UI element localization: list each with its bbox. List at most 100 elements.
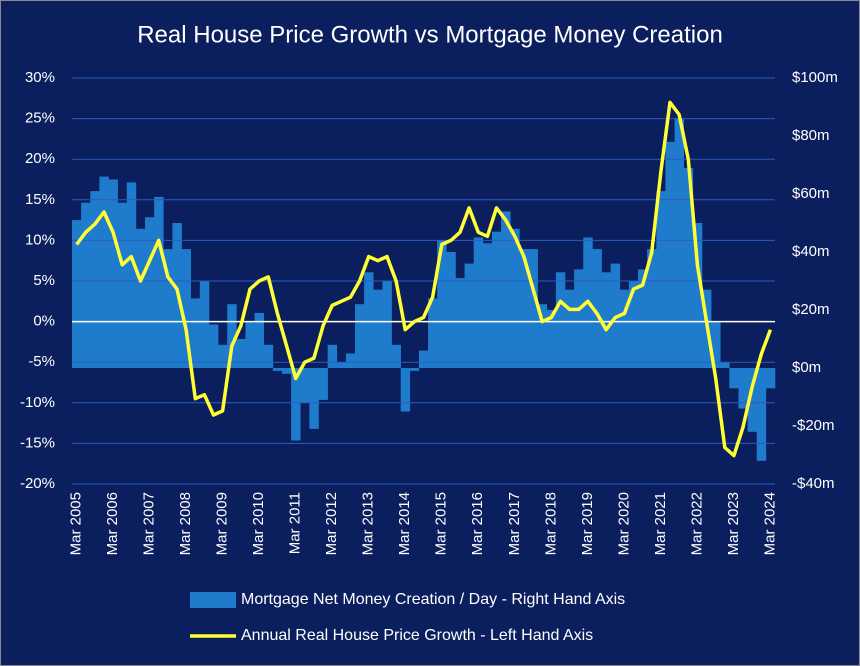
bar — [154, 196, 164, 368]
bar — [400, 368, 411, 412]
bar — [135, 228, 146, 368]
x-tick-label: Mar 2017 — [506, 492, 523, 555]
bar — [574, 269, 584, 368]
y2-tick-label: $20m — [792, 301, 830, 318]
bar — [537, 304, 548, 368]
bar — [382, 281, 392, 368]
y2-tick-label: $40m — [792, 243, 830, 260]
bar — [510, 228, 520, 368]
bar — [345, 353, 356, 368]
bar — [291, 368, 301, 441]
bar — [336, 362, 347, 368]
bar — [254, 312, 265, 368]
y-tick-label: 20% — [25, 150, 55, 167]
bar — [601, 272, 611, 368]
y2-tick-label: -$20m — [792, 417, 835, 434]
bar — [199, 281, 210, 368]
bar — [145, 217, 155, 368]
bar — [208, 324, 219, 368]
y-tick-label: 15% — [25, 191, 55, 208]
x-tick-label: Mar 2008 — [177, 492, 194, 555]
legend-swatch — [190, 592, 236, 608]
y2-tick-label: -$40m — [792, 475, 835, 492]
bar — [738, 368, 748, 409]
bar — [163, 249, 173, 368]
bar — [720, 362, 730, 368]
x-tick-label: Mar 2006 — [104, 492, 121, 555]
x-tick-label: Mar 2023 — [725, 492, 742, 555]
bar — [683, 167, 694, 368]
bar — [765, 368, 776, 389]
bar — [674, 118, 685, 368]
x-tick-label: Mar 2024 — [761, 492, 778, 555]
bar — [418, 350, 429, 368]
x-tick-label: Mar 2009 — [214, 492, 231, 555]
bar — [546, 310, 557, 368]
bar — [592, 249, 602, 368]
bar — [638, 269, 648, 368]
bar — [272, 368, 283, 371]
legend-label: Mortgage Net Money Creation / Day - Righ… — [241, 591, 625, 608]
bar — [300, 368, 310, 403]
x-tick-label: Mar 2016 — [469, 492, 486, 555]
bar — [464, 263, 475, 368]
bar — [391, 344, 401, 368]
x-tick-label: Mar 2014 — [396, 492, 413, 555]
y-tick-label: -20% — [20, 475, 55, 492]
y-tick-label: -10% — [20, 394, 55, 411]
bar — [473, 237, 484, 368]
bar — [409, 368, 420, 371]
x-tick-label: Mar 2010 — [250, 492, 267, 555]
bar — [117, 202, 128, 368]
x-tick-label: Mar 2022 — [688, 492, 705, 555]
bar — [90, 191, 100, 368]
bar — [126, 182, 137, 368]
bar — [227, 304, 237, 368]
bar — [81, 202, 91, 368]
x-tick-label: Mar 2007 — [141, 492, 158, 555]
bar — [373, 289, 383, 368]
y-tick-label: 0% — [33, 313, 55, 330]
bar — [628, 281, 639, 368]
bar — [236, 339, 246, 368]
x-tick-label: Mar 2018 — [542, 492, 559, 555]
bar — [665, 141, 675, 368]
y-tick-label: -15% — [20, 434, 55, 451]
y-tick-label: 10% — [25, 231, 55, 248]
x-tick-label: Mar 2019 — [579, 492, 596, 555]
x-tick-label: Mar 2012 — [323, 492, 340, 555]
chart-title: Real House Price Growth vs Mortgage Mone… — [137, 21, 723, 48]
bar — [756, 368, 767, 461]
bar — [318, 368, 328, 400]
bar — [309, 368, 319, 429]
bar — [555, 272, 566, 368]
bar — [482, 243, 493, 368]
bar — [446, 252, 456, 368]
bar — [619, 289, 630, 368]
bar — [729, 368, 739, 389]
y2-tick-label: $100m — [792, 69, 838, 86]
y2-tick-label: $0m — [792, 359, 821, 376]
bar — [245, 321, 255, 368]
bar — [218, 344, 228, 368]
bar — [747, 368, 758, 432]
bar — [181, 249, 191, 368]
bar — [263, 344, 274, 368]
x-tick-label: Mar 2013 — [360, 492, 377, 555]
x-tick-label: Mar 2020 — [615, 492, 632, 555]
x-tick-label: Mar 2011 — [287, 492, 304, 554]
bar — [455, 278, 465, 368]
bar — [647, 249, 657, 368]
x-tick-label: Mar 2015 — [433, 492, 450, 555]
bar — [656, 191, 666, 368]
bar — [692, 223, 703, 368]
bar — [108, 179, 118, 368]
y-tick-label: -5% — [28, 353, 55, 370]
bar — [364, 272, 374, 368]
bar — [565, 289, 575, 368]
bar — [327, 344, 338, 368]
bar — [501, 211, 511, 368]
bar — [190, 298, 201, 368]
y-tick-label: 25% — [25, 110, 55, 127]
